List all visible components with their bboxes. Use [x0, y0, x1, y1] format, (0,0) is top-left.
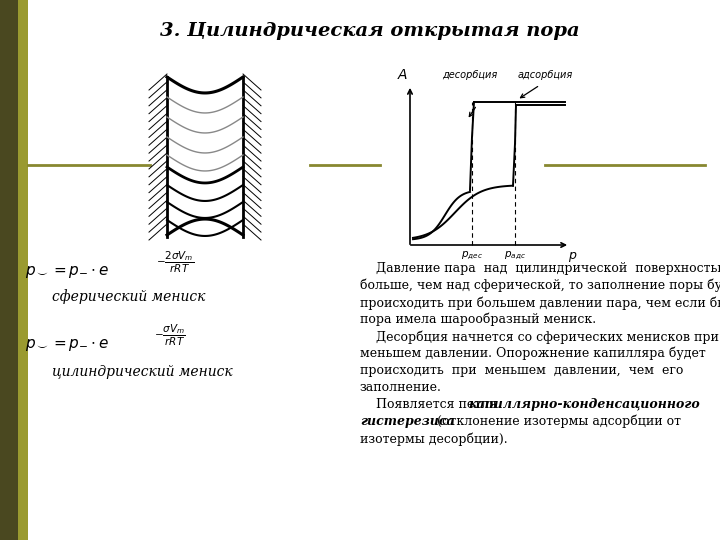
- Text: гистерезиса: гистерезиса: [360, 415, 454, 428]
- Text: $-\dfrac{2\sigma V_m}{rRT}$: $-\dfrac{2\sigma V_m}{rRT}$: [156, 249, 194, 274]
- Text: Появляется петля: Появляется петля: [360, 398, 501, 411]
- Text: $p_{\mathit{адс}}$: $p_{\mathit{адс}}$: [504, 250, 526, 262]
- Text: $p_{\mathit{дес}}$: $p_{\mathit{дес}}$: [461, 250, 483, 262]
- Text: $p$: $p$: [568, 250, 577, 264]
- Text: цилиндрический мениск: цилиндрический мениск: [52, 365, 233, 379]
- Text: Давление пара  над  цилиндрической  поверхностью: Давление пара над цилиндрической поверхн…: [360, 262, 720, 275]
- Text: изотермы десорбции).: изотермы десорбции).: [360, 432, 508, 445]
- Text: происходить при большем давлении пара, чем если бы: происходить при большем давлении пара, ч…: [360, 296, 720, 309]
- Text: заполнение.: заполнение.: [360, 381, 442, 394]
- Text: A: A: [397, 68, 407, 82]
- Text: сферический мениск: сферический мениск: [52, 289, 205, 305]
- Text: адсорбция: адсорбция: [518, 70, 572, 80]
- Text: $p_{\smile} = p_{-} \cdot e$: $p_{\smile} = p_{-} \cdot e$: [25, 264, 110, 280]
- Text: пора имела шарообразный мениск.: пора имела шарообразный мениск.: [360, 313, 596, 327]
- Bar: [0, 0, 18, 540]
- Text: капиллярно-конденсационного: капиллярно-конденсационного: [468, 398, 700, 411]
- Text: меньшем давлении. Опорожнение капилляра будет: меньшем давлении. Опорожнение капилляра …: [360, 347, 706, 361]
- Text: Десорбция начнется со сферических менисков при: Десорбция начнется со сферических мениск…: [360, 330, 719, 343]
- Text: (отклонение изотермы адсорбции от: (отклонение изотермы адсорбции от: [433, 415, 681, 429]
- Text: происходить  при  меньшем  давлении,  чем  его: происходить при меньшем давлении, чем ег…: [360, 364, 683, 377]
- Text: $-\dfrac{\sigma V_m}{rRT}$: $-\dfrac{\sigma V_m}{rRT}$: [154, 322, 186, 348]
- Text: $p_{\smile} = p_{-} \cdot e$: $p_{\smile} = p_{-} \cdot e$: [25, 337, 110, 353]
- Text: больше, чем над сферической, то заполнение поры будет: больше, чем над сферической, то заполнен…: [360, 279, 720, 293]
- Text: 3. Цилиндрическая открытая пора: 3. Цилиндрическая открытая пора: [160, 22, 580, 40]
- Text: десорбция: десорбция: [442, 70, 498, 80]
- Bar: [18, 0, 28, 540]
